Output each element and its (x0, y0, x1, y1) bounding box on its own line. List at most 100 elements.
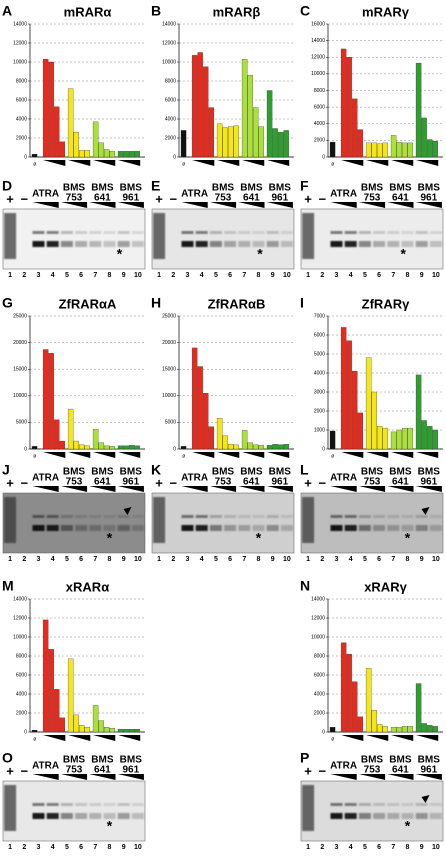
y-tick-label: 0 (24, 729, 27, 735)
gel-band (330, 813, 343, 819)
y-tick-label: 5000 (314, 351, 325, 357)
gel-band (358, 813, 371, 819)
bar (258, 445, 264, 450)
dose-wedge (387, 202, 414, 208)
y-tick-label: 0 (24, 446, 27, 452)
y-tick-label: 2000 (16, 710, 27, 716)
bar (197, 52, 203, 158)
gel-band (181, 525, 194, 531)
dose-wedge (415, 774, 442, 780)
y-tick-label: 14000 (311, 38, 325, 44)
dose-wedge (341, 735, 364, 741)
bar (104, 445, 110, 450)
bar (59, 440, 66, 450)
treatment-label: 961 (420, 477, 437, 488)
dose-wedge (391, 160, 414, 166)
bar (357, 129, 364, 158)
lane-number: 1 (8, 556, 12, 563)
bar (377, 143, 383, 158)
bar (98, 720, 104, 733)
control-label: ø (33, 736, 36, 742)
bar (73, 440, 79, 450)
bar (104, 149, 110, 158)
bar (371, 391, 377, 450)
bar (352, 98, 358, 158)
arrowhead (123, 507, 132, 515)
gel-band (280, 231, 293, 234)
treatment-label: 961 (122, 765, 139, 776)
treatment-label: BMS (212, 183, 235, 194)
bar (371, 710, 377, 733)
bar (346, 340, 352, 450)
bar (42, 619, 49, 733)
gel-band (344, 525, 357, 531)
bar (407, 726, 413, 733)
bar (252, 444, 259, 450)
bar (222, 435, 228, 450)
gel-band (117, 525, 130, 531)
lane-number: 3 (335, 272, 339, 279)
dose-wedge (242, 160, 265, 166)
bar (407, 427, 413, 450)
gel-band (195, 515, 208, 518)
bar (277, 132, 284, 158)
panel-letter: I (300, 295, 304, 311)
gel-band (75, 525, 88, 531)
gel-band (266, 231, 279, 234)
gel-band (131, 525, 144, 531)
gel-band (209, 231, 222, 234)
bar (92, 121, 99, 158)
gel-band (387, 241, 400, 247)
dose-wedge (43, 160, 66, 166)
gel-image (151, 208, 295, 270)
bar (54, 419, 60, 450)
gel-band (89, 241, 102, 247)
control-label: ø (331, 161, 334, 167)
lane-number: 6 (79, 844, 83, 851)
y-tick-label: 14000 (13, 21, 27, 27)
bar (233, 125, 239, 158)
lane-number: 8 (257, 556, 261, 563)
dose-wedge (68, 160, 91, 166)
treatment-label: BMS (418, 467, 441, 478)
bar (382, 427, 388, 450)
gel-band (387, 515, 400, 518)
gel-band (224, 525, 237, 531)
bar (329, 141, 336, 158)
bar (415, 62, 422, 158)
gel-band (373, 515, 386, 518)
bar (401, 142, 408, 158)
panel-letter: C (300, 3, 310, 19)
gel-band (344, 241, 357, 247)
gel-band (429, 803, 442, 806)
gel-band (280, 241, 293, 247)
bar (407, 142, 413, 158)
y-tick-label: 10000 (13, 393, 27, 399)
bar (134, 445, 140, 450)
treatment-label: 641 (243, 193, 260, 204)
bar (252, 107, 259, 158)
gel-band (266, 241, 279, 247)
lane-number: 1 (8, 272, 12, 279)
bar (390, 727, 397, 733)
treatment-label: BMS (389, 467, 412, 478)
bar (421, 723, 427, 733)
treatment-label: BMS (212, 467, 235, 478)
dose-wedge (330, 486, 357, 492)
minus-label: − (21, 475, 29, 490)
gel-band (429, 515, 442, 518)
dose-wedge (60, 486, 88, 492)
bar (396, 727, 402, 733)
bar (352, 370, 358, 450)
y-tick-label: 6000 (314, 104, 325, 110)
panel-letter: G (2, 295, 13, 311)
annotation-star: * (107, 530, 113, 546)
dose-wedge (366, 452, 389, 458)
gel-band (238, 231, 251, 234)
gel-band (358, 241, 371, 247)
bar (272, 444, 278, 450)
arrowhead (421, 507, 430, 515)
lane-number: 2 (171, 272, 175, 279)
gel-image (151, 492, 295, 554)
treatment-label: 753 (66, 193, 83, 204)
